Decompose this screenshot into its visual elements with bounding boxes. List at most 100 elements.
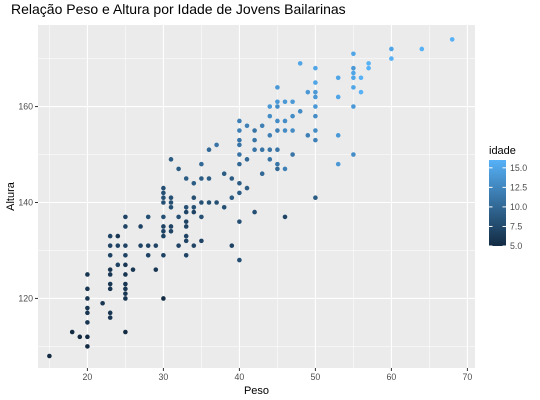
data-point (267, 104, 273, 109)
data-point (85, 320, 90, 325)
data-point (168, 200, 174, 205)
data-point (145, 214, 151, 220)
data-point (237, 118, 242, 124)
legend-tick-label: 5.0 (510, 241, 522, 251)
data-point (138, 243, 143, 248)
data-point (183, 176, 189, 181)
data-point (221, 171, 227, 177)
plot-panel (38, 25, 475, 368)
x-tick-label: 20 (83, 372, 93, 382)
data-point (191, 181, 197, 186)
legend-title: idade (489, 145, 516, 157)
data-point (221, 204, 227, 210)
data-point (85, 296, 90, 301)
data-point (123, 281, 128, 287)
data-point (297, 109, 303, 114)
data-point (358, 89, 364, 95)
data-point (252, 137, 257, 143)
data-point (168, 157, 174, 162)
data-point (305, 133, 311, 138)
data-point (191, 204, 197, 210)
x-axis-title: Peso (244, 385, 269, 397)
legend-colorbar (489, 160, 506, 246)
data-point (183, 252, 189, 258)
data-point (206, 176, 212, 181)
data-point (123, 224, 128, 229)
data-point (351, 104, 356, 109)
data-point (85, 305, 90, 311)
data-point (335, 161, 341, 167)
data-point (168, 228, 174, 234)
data-point (313, 89, 318, 95)
data-point (199, 238, 204, 244)
data-point (275, 118, 280, 124)
data-point (305, 89, 311, 95)
data-point (267, 157, 273, 162)
data-point (335, 94, 341, 100)
data-point (214, 200, 219, 205)
data-point (313, 80, 318, 85)
data-point (313, 65, 318, 71)
legend-tick-label: 12.5 (510, 182, 527, 192)
x-tick-label: 60 (387, 372, 397, 382)
data-point (107, 267, 113, 272)
data-point (366, 65, 371, 71)
data-point (275, 128, 280, 133)
data-point (259, 171, 265, 177)
data-point (267, 133, 273, 138)
data-point (282, 214, 288, 220)
data-point (244, 185, 250, 191)
legend-tick-label: 7.5 (510, 221, 522, 231)
data-point (176, 166, 181, 172)
data-point (275, 161, 280, 167)
data-point (107, 310, 113, 316)
data-point (237, 257, 242, 263)
data-point (123, 329, 128, 335)
legend-tick-label: 10.0 (510, 202, 527, 212)
data-point (214, 142, 219, 148)
data-point (161, 228, 166, 234)
data-point (199, 161, 204, 167)
data-point (275, 104, 280, 109)
data-point (183, 238, 189, 244)
data-point (244, 157, 250, 162)
data-point (138, 224, 143, 229)
data-point (176, 243, 181, 248)
data-point (335, 75, 341, 81)
data-point (290, 99, 295, 105)
data-point (191, 243, 197, 248)
data-point (47, 353, 52, 359)
data-point (252, 128, 257, 133)
data-point (313, 137, 318, 143)
data-point (351, 75, 356, 81)
data-point (123, 243, 128, 248)
data-point (191, 209, 197, 215)
data-point (259, 147, 265, 153)
data-point (107, 286, 113, 292)
data-point (161, 233, 166, 239)
data-point (229, 176, 235, 181)
x-tick-label: 30 (159, 372, 169, 382)
data-point (85, 344, 90, 349)
y-tick-label: 140 (18, 197, 33, 207)
data-point (297, 61, 303, 66)
data-point (107, 243, 113, 248)
data-point (115, 262, 121, 268)
data-point (290, 113, 295, 119)
data-point (229, 243, 235, 248)
data-point (145, 243, 151, 248)
data-point (313, 104, 318, 109)
data-point (252, 147, 257, 153)
data-point (206, 147, 212, 153)
data-point (351, 85, 356, 90)
data-point (123, 286, 128, 292)
y-tick-label: 160 (18, 102, 33, 112)
data-points (47, 37, 455, 359)
data-point (351, 51, 356, 57)
data-point (449, 37, 455, 42)
data-point (313, 113, 318, 119)
data-point (130, 267, 136, 272)
data-point (313, 94, 318, 100)
data-point (358, 75, 364, 81)
